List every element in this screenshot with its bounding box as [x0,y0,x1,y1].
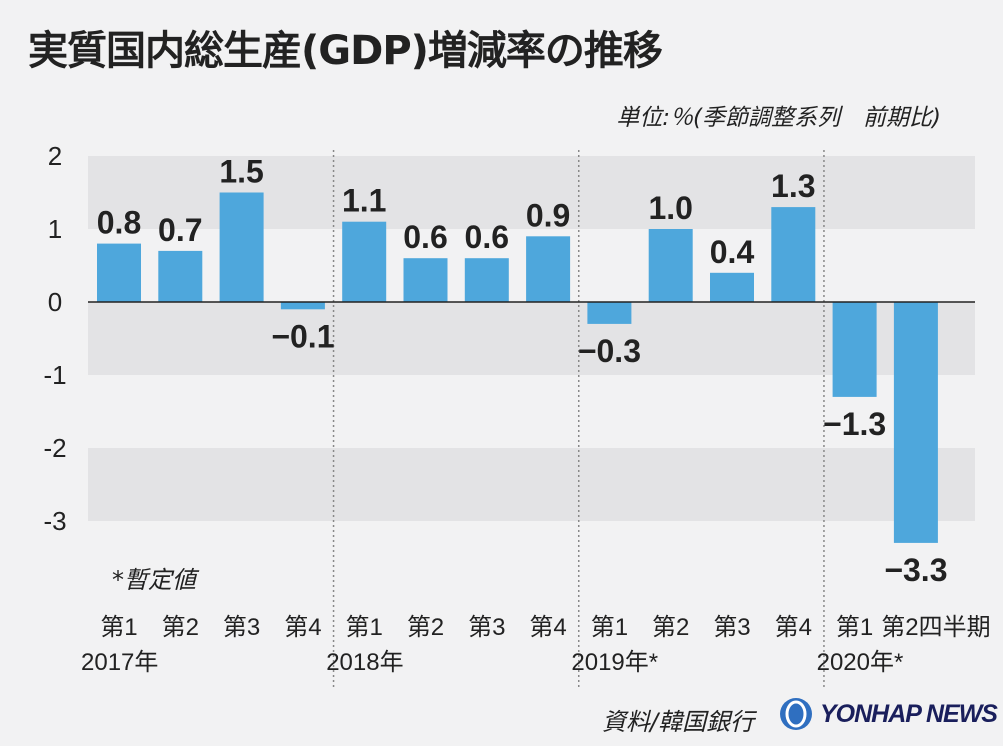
unit-note: 単位:％(季節調整系列 前期比) [616,105,941,131]
category-label: 第2四半期 [881,614,990,641]
value-label: −3.3 [884,552,947,588]
value-label: 0.7 [158,212,202,248]
bar [97,243,141,302]
source-note: 資料/韓国銀行 [602,708,755,736]
category-label: 第1 [100,614,137,641]
category-label: 第2 [162,614,199,641]
yonhap-logo-icon [780,698,812,730]
category-label: 第4 [775,614,812,641]
y-tick-label: 1 [48,214,62,244]
category-label: 第1 [591,614,628,641]
yonhap-logo: YONHAP NEWS [778,696,998,732]
value-label: −0.1 [271,318,334,354]
value-label: −0.3 [578,333,641,369]
bar [587,302,632,324]
bar [893,302,938,543]
value-label: 0.8 [97,205,141,241]
category-label: 第1 [346,614,383,641]
value-label: 1.3 [771,168,815,204]
bar [832,302,877,397]
chart-title: 実質国内総生産(GDP)増減率の推移 [28,28,663,74]
y-tick-label: -2 [43,433,66,463]
bar [342,221,387,302]
category-label: 第2 [407,614,444,641]
year-label: 2018年 [326,649,403,676]
category-label: 第1 [836,614,873,641]
y-tick-label: 2 [48,141,62,171]
bar [464,258,509,302]
grid-band [88,448,975,521]
bar [526,236,571,302]
bar [710,272,754,302]
value-label: −1.3 [823,406,886,442]
category-label: 第3 [223,614,260,641]
bar [403,258,448,302]
category-label: 第4 [529,614,566,641]
year-label: 2020年* [817,649,904,676]
grid-band [88,302,975,375]
value-label: 0.6 [465,219,509,255]
year-label: 2017年 [81,649,158,676]
category-label: 第3 [713,614,750,641]
value-label: 0.6 [403,219,447,255]
bar [158,250,203,302]
bar [771,207,816,302]
value-label: 1.5 [219,154,263,190]
value-label: 0.4 [710,234,755,270]
logo-text: YONHAP NEWS [820,699,998,728]
provisional-note: *暫定値 [112,566,196,594]
value-label: 1.1 [342,183,386,219]
bar [280,302,325,310]
y-tick-label: 0 [48,287,62,317]
value-label: 0.9 [526,197,570,233]
category-label: 第4 [284,614,321,641]
y-tick-label: -1 [43,360,66,390]
category-label: 第3 [468,614,505,641]
value-label: 1.0 [648,190,692,226]
y-tick-label: -3 [43,506,66,536]
year-label: 2019年* [571,649,658,676]
bar [648,229,693,302]
category-label: 第2 [652,614,689,641]
bar [219,192,264,302]
